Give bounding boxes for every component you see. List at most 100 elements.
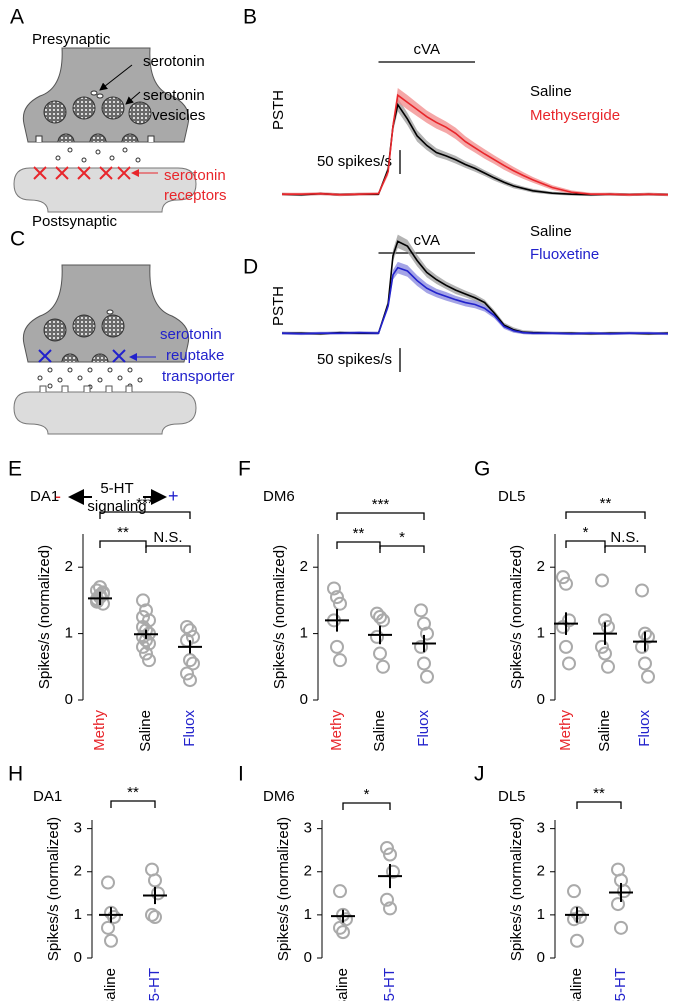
y-tick-label: 1 bbox=[537, 625, 545, 642]
panel-letter: A bbox=[10, 6, 24, 29]
vesicles-label: vesicles bbox=[152, 107, 205, 124]
transporter-label: transporter bbox=[162, 368, 235, 385]
data-point bbox=[90, 594, 104, 609]
data-point bbox=[136, 639, 150, 654]
y-tick-label: 0 bbox=[300, 691, 308, 708]
data-point bbox=[595, 639, 609, 654]
panel-title: DA1 bbox=[33, 788, 62, 805]
postsynaptic-terminal bbox=[13, 391, 197, 435]
y-axis-label: PSTH bbox=[270, 286, 287, 326]
y-tick-label: 0 bbox=[304, 949, 312, 966]
data-point bbox=[556, 570, 570, 585]
y-tick-label: 2 bbox=[304, 863, 312, 880]
trace bbox=[282, 240, 669, 335]
stimulus-label: cVA bbox=[414, 41, 440, 58]
synapse bbox=[13, 264, 197, 435]
data-point bbox=[638, 656, 652, 671]
signaling-minus: - bbox=[55, 486, 61, 506]
data-point bbox=[641, 629, 655, 644]
transporter-label: serotonin bbox=[160, 326, 222, 343]
vesicle bbox=[43, 100, 67, 124]
significance-bracket bbox=[379, 545, 425, 553]
significance-label: ** bbox=[593, 785, 605, 802]
data-point bbox=[107, 910, 121, 925]
data-point bbox=[562, 656, 576, 671]
significance-bracket bbox=[99, 511, 191, 519]
significance-label: ** bbox=[117, 524, 129, 541]
legend-label: Saline bbox=[530, 83, 572, 100]
data-point bbox=[417, 616, 431, 631]
data-point bbox=[556, 619, 570, 634]
significance-bracket bbox=[145, 545, 191, 553]
data-point bbox=[148, 910, 162, 925]
data-point bbox=[417, 656, 431, 671]
data-point bbox=[104, 933, 118, 948]
data-point bbox=[333, 884, 347, 899]
category-label: Methy bbox=[91, 710, 108, 751]
data-point bbox=[145, 907, 159, 922]
category-label: Fluox bbox=[415, 710, 432, 747]
scale-bar-label: 50 spikes/s bbox=[317, 351, 392, 368]
data-point bbox=[559, 576, 573, 591]
data-point bbox=[330, 639, 344, 654]
arrow bbox=[99, 64, 133, 91]
arrow bbox=[125, 91, 141, 105]
data-point bbox=[641, 669, 655, 684]
panel-letter: D bbox=[243, 256, 258, 279]
panel-letter: J bbox=[474, 763, 485, 786]
data-point bbox=[380, 841, 394, 856]
postsynaptic-terminal bbox=[13, 167, 197, 213]
category-label: Saline bbox=[137, 710, 154, 752]
data-point bbox=[383, 901, 397, 916]
panel-letter: F bbox=[238, 458, 251, 481]
y-tick-label: 1 bbox=[65, 625, 73, 642]
synapse bbox=[13, 47, 197, 213]
serotonin bbox=[106, 309, 114, 315]
data-point bbox=[559, 639, 573, 654]
legend-label: Saline bbox=[530, 223, 572, 240]
significance-label: * bbox=[583, 524, 589, 541]
presynaptic-label: Presynaptic bbox=[32, 31, 111, 48]
significance-bracket bbox=[110, 800, 156, 808]
data-point bbox=[101, 875, 115, 890]
category-label: Methy bbox=[328, 710, 345, 751]
y-tick-label: 2 bbox=[537, 863, 545, 880]
stimulus-label: cVA bbox=[414, 232, 440, 249]
vesicle bbox=[72, 314, 96, 338]
category-label: Saline bbox=[371, 710, 388, 752]
significance-bracket bbox=[604, 545, 646, 553]
significance-bracket bbox=[342, 802, 391, 810]
data-point bbox=[573, 910, 587, 925]
panel-title: DL5 bbox=[498, 788, 526, 805]
serotonin-label: serotonin bbox=[143, 53, 205, 70]
data-point bbox=[151, 886, 165, 901]
data-point bbox=[635, 583, 649, 598]
receptor bbox=[39, 385, 133, 392]
data-point bbox=[333, 653, 347, 668]
significance-bracket bbox=[99, 540, 147, 548]
data-point bbox=[139, 646, 153, 661]
y-tick-label: 0 bbox=[74, 949, 82, 966]
data-point bbox=[336, 925, 350, 940]
y-tick-label: 1 bbox=[304, 906, 312, 923]
receptors-label: receptors bbox=[164, 187, 227, 204]
significance-label: ** bbox=[353, 525, 365, 542]
data-point bbox=[101, 920, 115, 935]
data-point bbox=[376, 659, 390, 674]
data-point bbox=[595, 573, 609, 588]
y-axis-label: Spikes/s (normalized) bbox=[271, 545, 288, 689]
data-point bbox=[617, 884, 631, 899]
data-point bbox=[380, 892, 394, 907]
legend-label: Fluoxetine bbox=[530, 246, 599, 263]
y-tick-label: 2 bbox=[74, 863, 82, 880]
category-label: Methy bbox=[557, 710, 574, 751]
y-tick-label: 3 bbox=[74, 820, 82, 837]
transporter-crosses bbox=[38, 349, 126, 363]
y-tick-label: 1 bbox=[74, 906, 82, 923]
y-axis-label: Spikes/s (normalized) bbox=[508, 545, 525, 689]
vesicle bbox=[72, 96, 96, 120]
category-label: Fluox bbox=[181, 710, 198, 747]
y-axis-label: Spikes/s (normalized) bbox=[508, 817, 525, 961]
data-point bbox=[370, 629, 384, 644]
